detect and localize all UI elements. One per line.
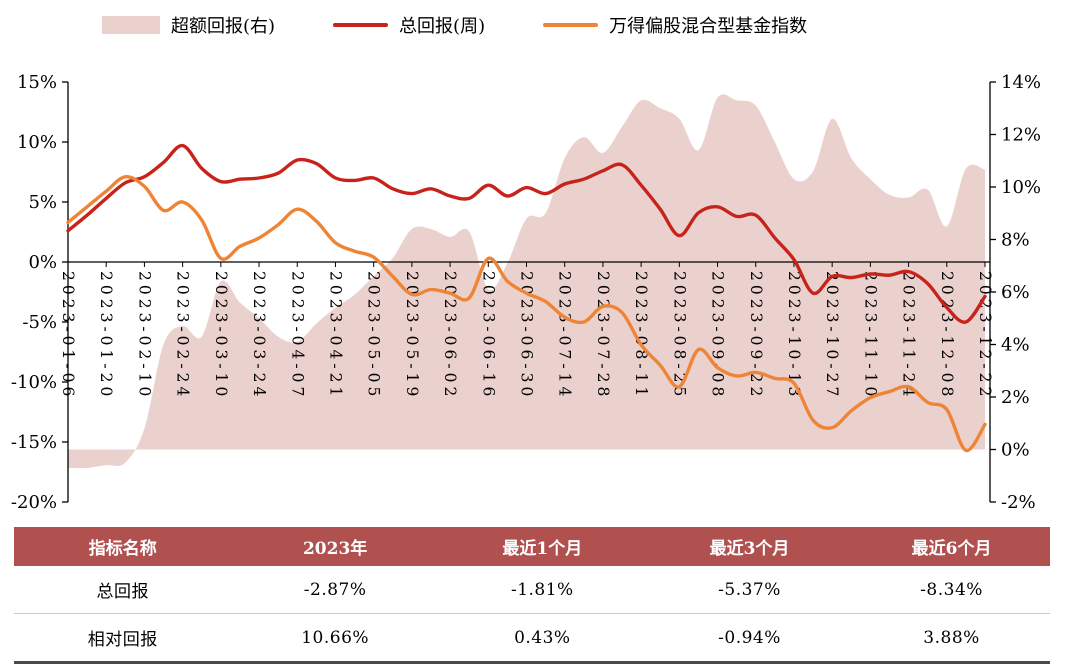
right-axis-label: 10% <box>1001 177 1041 198</box>
date-label: 2023-07-14 <box>556 271 574 400</box>
date-label: 2023-11-10 <box>861 271 879 400</box>
right-axis-label: 14% <box>1001 72 1041 93</box>
left-axis-label: -10% <box>11 372 57 393</box>
legend-label-fund-index: 万得偏股混合型基金指数 <box>609 16 808 37</box>
summary-table: 指标名称 2023年 最近1个月 最近3个月 最近6个月 总回报 -2.87% … <box>14 527 1050 664</box>
right-axis-label: 4% <box>1001 335 1030 356</box>
left-axis-label: -20% <box>11 492 57 513</box>
left-axis-label: 10% <box>17 132 57 153</box>
date-label: 2023-11-24 <box>900 271 918 400</box>
right-axis-label: 12% <box>1001 125 1041 146</box>
date-label: 2023-09-08 <box>709 271 727 400</box>
right-axis-label: -2% <box>1001 492 1036 513</box>
table-cell: -2.87% <box>231 566 439 614</box>
table-row-relative-return: 相对回报 10.66% 0.43% -0.94% 3.88% <box>14 613 1050 664</box>
table-cell: 3.88% <box>853 613 1050 664</box>
legend-label-total-return: 总回报(周) <box>399 16 486 37</box>
left-axis-label: 15% <box>17 72 57 93</box>
legend-label-excess-return: 超额回报(右) <box>171 16 276 37</box>
date-label: 2023-04-07 <box>288 271 306 400</box>
table-cell: 相对回报 <box>14 613 232 664</box>
date-label: 2023-05-05 <box>365 271 383 400</box>
performance-chart-canvas: 15% 10% 5% 0% -5% -10% -15% -20% 14% 12% 10% 8% 6% 4%… <box>11 72 1041 513</box>
left-axis-label: 0% <box>28 252 57 273</box>
table-cell: 10.66% <box>231 613 439 664</box>
fund-index-line <box>66 175 987 453</box>
table-cell: 总回报 <box>14 566 232 614</box>
date-label: 2023-01-20 <box>97 271 115 400</box>
date-label: 2023-06-30 <box>518 271 536 400</box>
date-label: 2023-03-24 <box>250 271 268 400</box>
legend-item-excess-return: 超额回报(右) <box>102 12 275 38</box>
date-label: 2023-01-06 <box>59 271 77 400</box>
area-swatch-icon <box>102 16 160 34</box>
date-label: 2023-09-22 <box>747 271 765 400</box>
right-axis-label: 0% <box>1001 440 1030 461</box>
date-label: 2023-03-10 <box>212 271 230 400</box>
table-cell: -1.81% <box>438 566 646 614</box>
total-return-line <box>66 143 987 324</box>
table-header-row: 指标名称 2023年 最近1个月 最近3个月 最近6个月 <box>14 527 1050 566</box>
date-label: 2023-07-28 <box>594 271 612 400</box>
legend-item-total-return: 总回报(周) <box>333 12 485 38</box>
date-label: 2023-02-24 <box>174 271 192 400</box>
table-header-cell: 最近1个月 <box>438 527 646 566</box>
date-label: 2023-04-21 <box>326 271 344 400</box>
excess-return-area <box>68 94 985 469</box>
left-axis-label: 5% <box>28 192 57 213</box>
right-axis-label: 6% <box>1001 282 1030 303</box>
table-header-cell: 2023年 <box>231 527 439 566</box>
date-label: 2023-08-25 <box>670 271 688 400</box>
right-axis-label: 8% <box>1001 230 1030 251</box>
table-header-cell: 最近6个月 <box>853 527 1050 566</box>
right-axis-label: 2% <box>1001 387 1030 408</box>
date-label: 2023-06-16 <box>479 271 497 400</box>
table-cell: -8.34% <box>853 566 1050 614</box>
line-swatch-icon <box>543 23 599 27</box>
table-header-cell: 指标名称 <box>14 527 232 566</box>
date-label: 2023-10-27 <box>823 271 841 400</box>
left-axis-label: -15% <box>11 432 57 453</box>
date-label: 2023-12-08 <box>938 271 956 400</box>
date-label: 2023-02-10 <box>135 271 153 400</box>
table-cell: 0.43% <box>438 613 646 664</box>
table-header-cell: 最近3个月 <box>645 527 854 566</box>
table-cell: -0.94% <box>645 613 854 664</box>
date-label: 2023-12-22 <box>976 271 994 400</box>
left-axis-label: -5% <box>22 312 57 333</box>
date-label: 2023-10-13 <box>785 271 803 400</box>
summary-table-wrap: 指标名称 2023年 最近1个月 最近3个月 最近6个月 总回报 -2.87% … <box>14 527 1050 664</box>
table-row-total-return: 总回报 -2.87% -1.81% -5.37% -8.34% <box>14 566 1050 614</box>
date-label: 2023-05-19 <box>403 271 421 400</box>
date-label: 2023-06-02 <box>441 271 459 400</box>
legend: 超额回报(右) 总回报(周) 万得偏股混合型基金指数 <box>102 12 807 38</box>
line-swatch-icon <box>333 23 389 27</box>
legend-item-fund-index: 万得偏股混合型基金指数 <box>543 12 807 38</box>
table-cell: -5.37% <box>645 566 854 614</box>
date-label: 2023-08-11 <box>632 271 650 400</box>
